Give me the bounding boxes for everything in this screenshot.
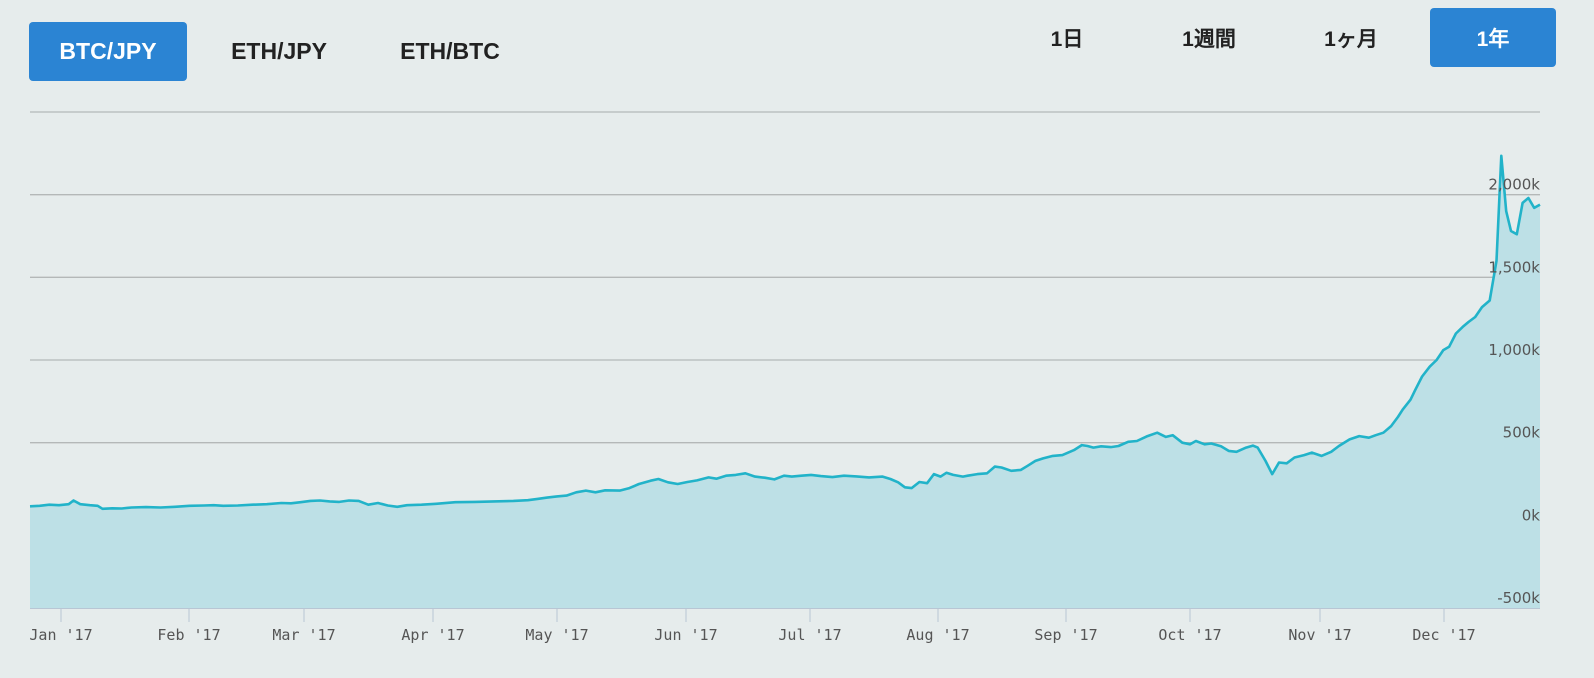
x-tick-label: May '17 — [525, 626, 588, 644]
x-tick-label: Nov '17 — [1288, 626, 1351, 644]
y-tick-label: 0k — [1522, 506, 1541, 524]
y-tick-label: 1,000k — [1488, 341, 1540, 359]
x-tick-label: Sep '17 — [1034, 626, 1097, 644]
x-tick-label: Feb '17 — [157, 626, 220, 644]
x-tick-label: Jan '17 — [29, 626, 92, 644]
price-area — [30, 155, 1540, 609]
y-tick-label: -500k — [1497, 589, 1540, 607]
x-tick-label: Jun '17 — [654, 626, 717, 644]
tab-range-1-week[interactable]: 1週間 — [1182, 27, 1236, 51]
y-axis-labels: -500k 0k 500k 1,000k 1,500k 2,000k — [1488, 176, 1540, 607]
tab-range-1-day[interactable]: 1日 — [1050, 27, 1084, 51]
price-line — [29, 154, 1541, 511]
tab-btc-jpy[interactable]: BTC/JPY — [29, 22, 187, 81]
tab-range-1-month[interactable]: 1ヶ月 — [1324, 27, 1378, 51]
pair-tabs: BTC/JPY ETH/JPY ETH/BTC — [29, 22, 542, 81]
y-tick-label: 500k — [1503, 424, 1541, 442]
tab-eth-jpy[interactable]: ETH/JPY — [231, 38, 327, 64]
range-tabs: 1日 1週間 1ヶ月 1年 — [988, 8, 1556, 67]
tab-range-1-year[interactable]: 1年 — [1430, 8, 1556, 67]
y-tick-label: 1,500k — [1488, 258, 1540, 276]
x-tick-label: Oct '17 — [1158, 626, 1221, 644]
x-tick-label: Dec '17 — [1412, 626, 1475, 644]
x-tick-label: Apr '17 — [401, 626, 464, 644]
tab-eth-btc[interactable]: ETH/BTC — [400, 38, 500, 64]
y-tick-label: 2,000k — [1488, 176, 1540, 194]
x-axis-ticks: Jan '17 Feb '17 Mar '17 Apr '17 May '17 Jun '… — [29, 608, 1476, 644]
x-tick-label: Aug '17 — [906, 626, 969, 644]
x-tick-label: Mar '17 — [272, 626, 335, 644]
x-tick-label: Jul '17 — [778, 626, 841, 644]
